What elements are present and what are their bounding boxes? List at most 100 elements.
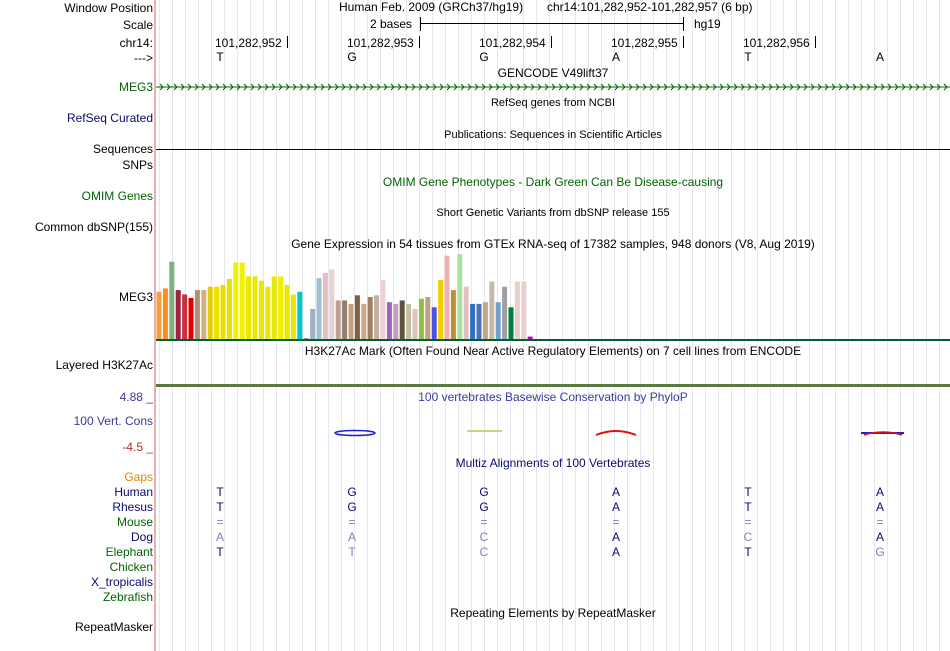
track-title-phylop[interactable]: 100 vertebrates Basewise Conservation by… [418,390,688,404]
gtex-bar[interactable] [399,300,405,340]
gtex-bar[interactable] [290,294,296,340]
gtex-bar[interactable] [201,290,207,340]
gtex-bar[interactable] [527,336,533,340]
gtex-bar[interactable] [438,279,444,340]
track-title-refseq[interactable]: RefSeq genes from NCBI [490,97,616,109]
grid-line [822,0,823,651]
gtex-bar[interactable] [386,302,392,340]
gtex-bar[interactable] [265,286,271,340]
species-label[interactable]: X_tropicalis [90,575,153,589]
gtex-bar[interactable] [188,297,194,340]
gtex-bar[interactable] [457,254,463,340]
gtex-bar[interactable] [162,288,168,340]
gtex-bar[interactable] [233,262,239,340]
gtex-bar[interactable] [521,281,527,341]
gtex-bar[interactable] [367,297,373,340]
gtex-bar[interactable] [342,300,348,340]
gtex-bar[interactable] [169,261,175,340]
label-track-sequences[interactable]: Sequences [92,142,153,156]
gtex-bar[interactable] [278,276,284,340]
alignment-base: = [216,515,224,529]
gtex-bar[interactable] [239,262,245,340]
species-label[interactable]: Elephant [105,545,153,559]
strand-chevron [593,83,598,91]
species-label[interactable]: Zebrafish [102,590,153,604]
track-title-gtex[interactable]: Gene Expression in 54 tissues from GTEx … [291,237,815,251]
species-label[interactable]: Rhesus [112,500,153,514]
gtex-bar[interactable] [246,276,252,340]
gtex-bar[interactable] [463,286,469,340]
gtex-bar[interactable] [406,303,412,340]
label-track-omim-genes[interactable]: OMIM Genes [81,189,153,203]
gtex-bar[interactable] [258,280,264,340]
gtex-bar[interactable] [329,269,335,341]
label-track-layered-h3k27ac[interactable]: Layered H3K27Ac [55,358,153,372]
gtex-bar[interactable] [207,286,213,340]
grid-line [705,0,706,651]
gtex-bar[interactable] [335,300,341,340]
gtex-bar[interactable] [425,297,431,340]
track-title-h3k27ac[interactable]: H3K27Ac Mark (Often Found Near Active Re… [304,344,802,358]
gtex-bar[interactable] [316,278,322,340]
gtex-bar[interactable] [444,255,450,340]
gtex-bar[interactable] [380,279,386,340]
gtex-bar[interactable] [354,295,360,340]
gtex-bar[interactable] [508,307,514,340]
label-track-common-dbsnp[interactable]: Common dbSNP(155) [34,220,153,234]
label-scale: Scale [122,18,153,32]
gtex-bar[interactable] [297,291,303,340]
gtex-bar[interactable] [418,298,424,340]
gtex-bar[interactable] [175,290,181,340]
label-track-refseq-curated[interactable]: RefSeq Curated [66,111,153,125]
track-title-multiz[interactable]: Multiz Alignments of 100 Vertebrates [455,456,651,470]
alignment-base: A [875,485,884,499]
track-title-gencode[interactable]: GENCODE V49lift37 [497,66,609,80]
gtex-bar[interactable] [495,302,501,340]
species-label[interactable]: Dog [130,530,153,544]
gtex-bar[interactable] [470,303,476,340]
grid-line [718,0,719,651]
strand-chevron [782,83,787,91]
label-track-vert-cons[interactable]: 100 Vert. Cons [73,414,153,428]
gtex-bar[interactable] [156,291,162,340]
gtex-bar[interactable] [374,295,380,340]
track-title-omim[interactable]: OMIM Gene Phenotypes - Dark Green Can Be… [382,175,724,189]
gtex-bar[interactable] [252,276,258,340]
label-track-snps[interactable]: SNPs [122,158,153,172]
gtex-bar[interactable] [482,302,488,340]
gtex-bar[interactable] [489,281,495,341]
gtex-bar[interactable] [450,290,456,340]
species-label[interactable]: Human [114,485,153,499]
gtex-bar[interactable] [502,286,508,340]
gtex-bar[interactable] [310,309,316,340]
species-label[interactable]: Mouse [116,515,153,529]
label-track-meg3[interactable]: MEG3 [118,80,153,94]
gtex-bar[interactable] [220,285,226,340]
gtex-bar[interactable] [271,276,277,340]
label-track-gaps[interactable]: Gaps [124,470,153,484]
grid-line [601,0,602,651]
gtex-bar[interactable] [182,294,188,340]
gtex-bar[interactable] [476,303,482,340]
track-title-publications[interactable]: Publications: Sequences in Scientific Ar… [444,129,662,141]
gtex-bar[interactable] [514,281,520,341]
gtex-bar-chart[interactable] [156,252,536,340]
meg3-gene-feature[interactable] [156,81,950,93]
species-label[interactable]: Chicken [109,560,153,574]
track-title-repeatmasker[interactable]: Repeating Elements by RepeatMasker [450,606,656,620]
gtex-bar[interactable] [431,307,437,340]
gtex-bar[interactable] [194,290,200,340]
gtex-bar[interactable] [361,303,367,340]
gtex-bar[interactable] [393,303,399,340]
label-track-repeatmasker[interactable]: RepeatMasker [74,620,153,634]
strand-chevron [705,83,710,91]
track-title-dbsnp[interactable]: Short Genetic Variants from dbSNP releas… [436,207,670,219]
gtex-bar[interactable] [214,286,220,340]
gtex-bar[interactable] [348,303,354,340]
gtex-bar[interactable] [322,272,328,340]
gtex-bar[interactable] [226,278,232,340]
label-track-gtex-meg3[interactable]: MEG3 [118,290,153,304]
gtex-bar[interactable] [284,285,290,340]
gtex-bar[interactable] [412,309,418,340]
alignment-base: A [347,530,356,544]
